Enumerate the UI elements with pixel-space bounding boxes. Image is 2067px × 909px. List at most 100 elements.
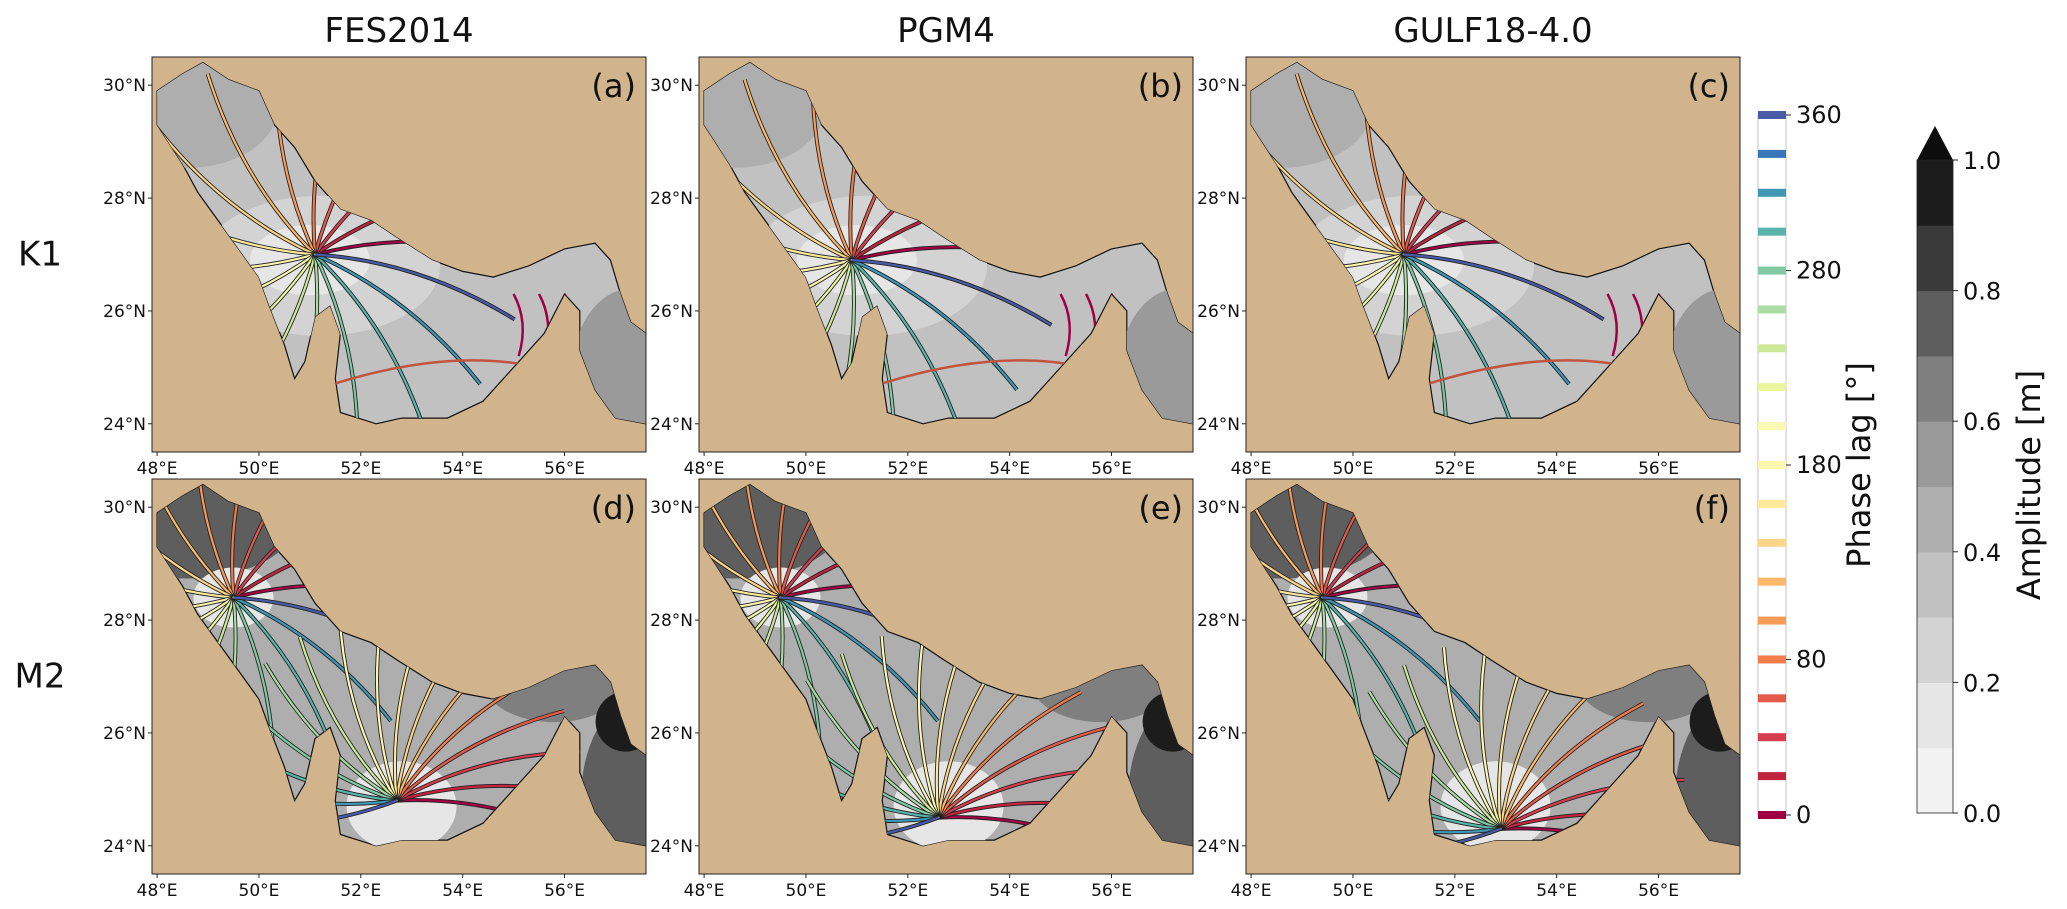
panel-frame [151,56,647,453]
lat-tick-label: 28°N [650,189,693,209]
panel-label: (f) [1694,489,1730,527]
lon-tick-label: 50°E [1333,459,1374,479]
lon-tick-label: 54°E [989,881,1030,901]
phase-color-step [1758,149,1786,158]
cophase-line [157,596,234,613]
panel-label: (e) [1138,489,1183,527]
lat-tick-label: 26°N [650,302,693,322]
lon-tick-label: 54°E [442,459,483,479]
amplitude-tick-label: 1.0 [1963,147,2001,175]
lat-tick-label: 30°N [650,76,693,96]
amplitude-level [1917,290,1953,357]
phase-color-step [1758,772,1786,781]
phase-color-step [1758,111,1786,119]
panel-frame [1245,56,1741,453]
cophase-line [1059,293,1071,357]
cophase-line [1402,254,1448,424]
lon-tick-label: 52°E [340,459,381,479]
panel-frame [151,478,647,875]
map-panel: (c) 48°E 50°E 52°E 54°E 56°E 30°N 28°N 26°N 24°N [1197,56,1741,479]
phase-color-step [1758,305,1786,314]
lat-tick-label: 24°N [1197,415,1240,435]
lon-tick-label: 50°E [239,881,280,901]
column-header: GULF18-4.0 [1393,11,1592,51]
lat-tick-label: 28°N [103,611,146,631]
amplitude-level [1917,421,1953,487]
cophase-line [1311,827,1501,846]
cophase-line [157,484,234,599]
phase-color-step [1758,694,1786,703]
lon-tick-label: 48°E [684,881,725,901]
amplitude-level [1917,617,1953,683]
lon-tick-label: 48°E [137,881,178,901]
phase-color-step [1758,577,1786,586]
phase-color-step [1758,383,1786,392]
lon-tick-label: 48°E [1231,881,1272,901]
cophase-line [1442,647,1502,830]
lon-tick-label: 52°E [1434,459,1475,479]
lat-tick-label: 24°N [650,415,693,435]
lat-tick-label: 28°N [1197,189,1240,209]
cophase-line [851,259,1018,391]
amplitude-level [1917,486,1953,553]
lon-tick-label: 56°E [1638,459,1679,479]
lon-tick-label: 54°E [1536,459,1577,479]
cophase-line [206,73,316,256]
lat-tick-label: 30°N [103,498,146,518]
cophase-line [195,484,235,598]
cophase-line [314,253,427,424]
column-header: FES2014 [324,11,473,51]
cophase-line [704,484,782,599]
phase-color-step [1758,538,1786,547]
cophase-line [851,259,964,424]
panel-frame [698,56,1194,453]
lat-tick-label: 28°N [650,611,693,631]
map-panel: (f) 48°E 50°E 52°E 54°E 56°E 30°N 28°N 26°N 24°N [1197,478,1741,901]
map-panel: (b) 48°E 50°E 52°E 54°E 56°E 30°N 28°N 26°N 24°N [650,56,1194,479]
amplitude-level [1917,682,1953,749]
map-panel: (a) 48°E 50°E 52°E 54°E 56°E 30°N 28°N 26°N 24°N [103,56,647,479]
cophase-line [298,636,398,802]
cophase-line [395,709,565,802]
amplitude-colorbar-label: Amplitude [m] [2010,370,2048,600]
phase-color-step [1758,811,1786,819]
lon-tick-label: 54°E [989,459,1030,479]
phase-color-step [1758,655,1786,664]
cophase-line [314,253,482,385]
lat-tick-label: 30°N [103,76,146,96]
panel-label: (b) [1138,67,1183,105]
lon-tick-label: 50°E [786,881,827,901]
cophase-line [937,691,1082,819]
phase-color-step [1758,266,1786,275]
cophase-line [1480,639,1502,830]
phase-tick-label: 80 [1796,645,1827,673]
cophase-line [338,619,398,802]
phase-color-step [1758,616,1786,625]
lat-tick-label: 28°N [1197,611,1240,631]
panel-frame [698,478,1194,875]
amplitude-tick-label: 0.8 [1963,278,2001,306]
amplitude-tick-label: 0.0 [1963,800,2001,828]
panel-label: (c) [1687,67,1730,105]
phase-colorbar: 360 280 180 80 0 Phase lag [°] [1757,101,1878,829]
amplitude-colorbar-frame [1916,159,1954,814]
cophase-line [1251,596,1323,613]
cophase-line [1606,293,1618,357]
cophase-line [704,531,781,599]
lon-tick-label: 52°E [887,459,928,479]
map-panel: (e) 48°E 50°E 52°E 54°E 56°E 30°N 28°N 26°N 24°N [650,478,1194,901]
amplitude-tick-label: 0.4 [1963,539,2001,567]
lon-tick-label: 56°E [1091,459,1132,479]
cophase-line [780,596,939,722]
column-headers: FES2014 PGM4 GULF18-4.0 [324,11,1592,51]
cophase-line [1499,702,1644,830]
amplitude-tick-label: 0.6 [1963,408,2001,436]
cophase-line [704,596,782,671]
amplitude-level [1917,160,1953,226]
cophase-line [1403,664,1502,830]
map-panel: (d) 48°E 50°E 52°E 54°E 56°E 30°N 28°N 26°N 24°N [103,478,647,901]
lon-tick-label: 50°E [786,459,827,479]
cophase-line [314,254,359,424]
cophase-line [1283,484,1324,598]
